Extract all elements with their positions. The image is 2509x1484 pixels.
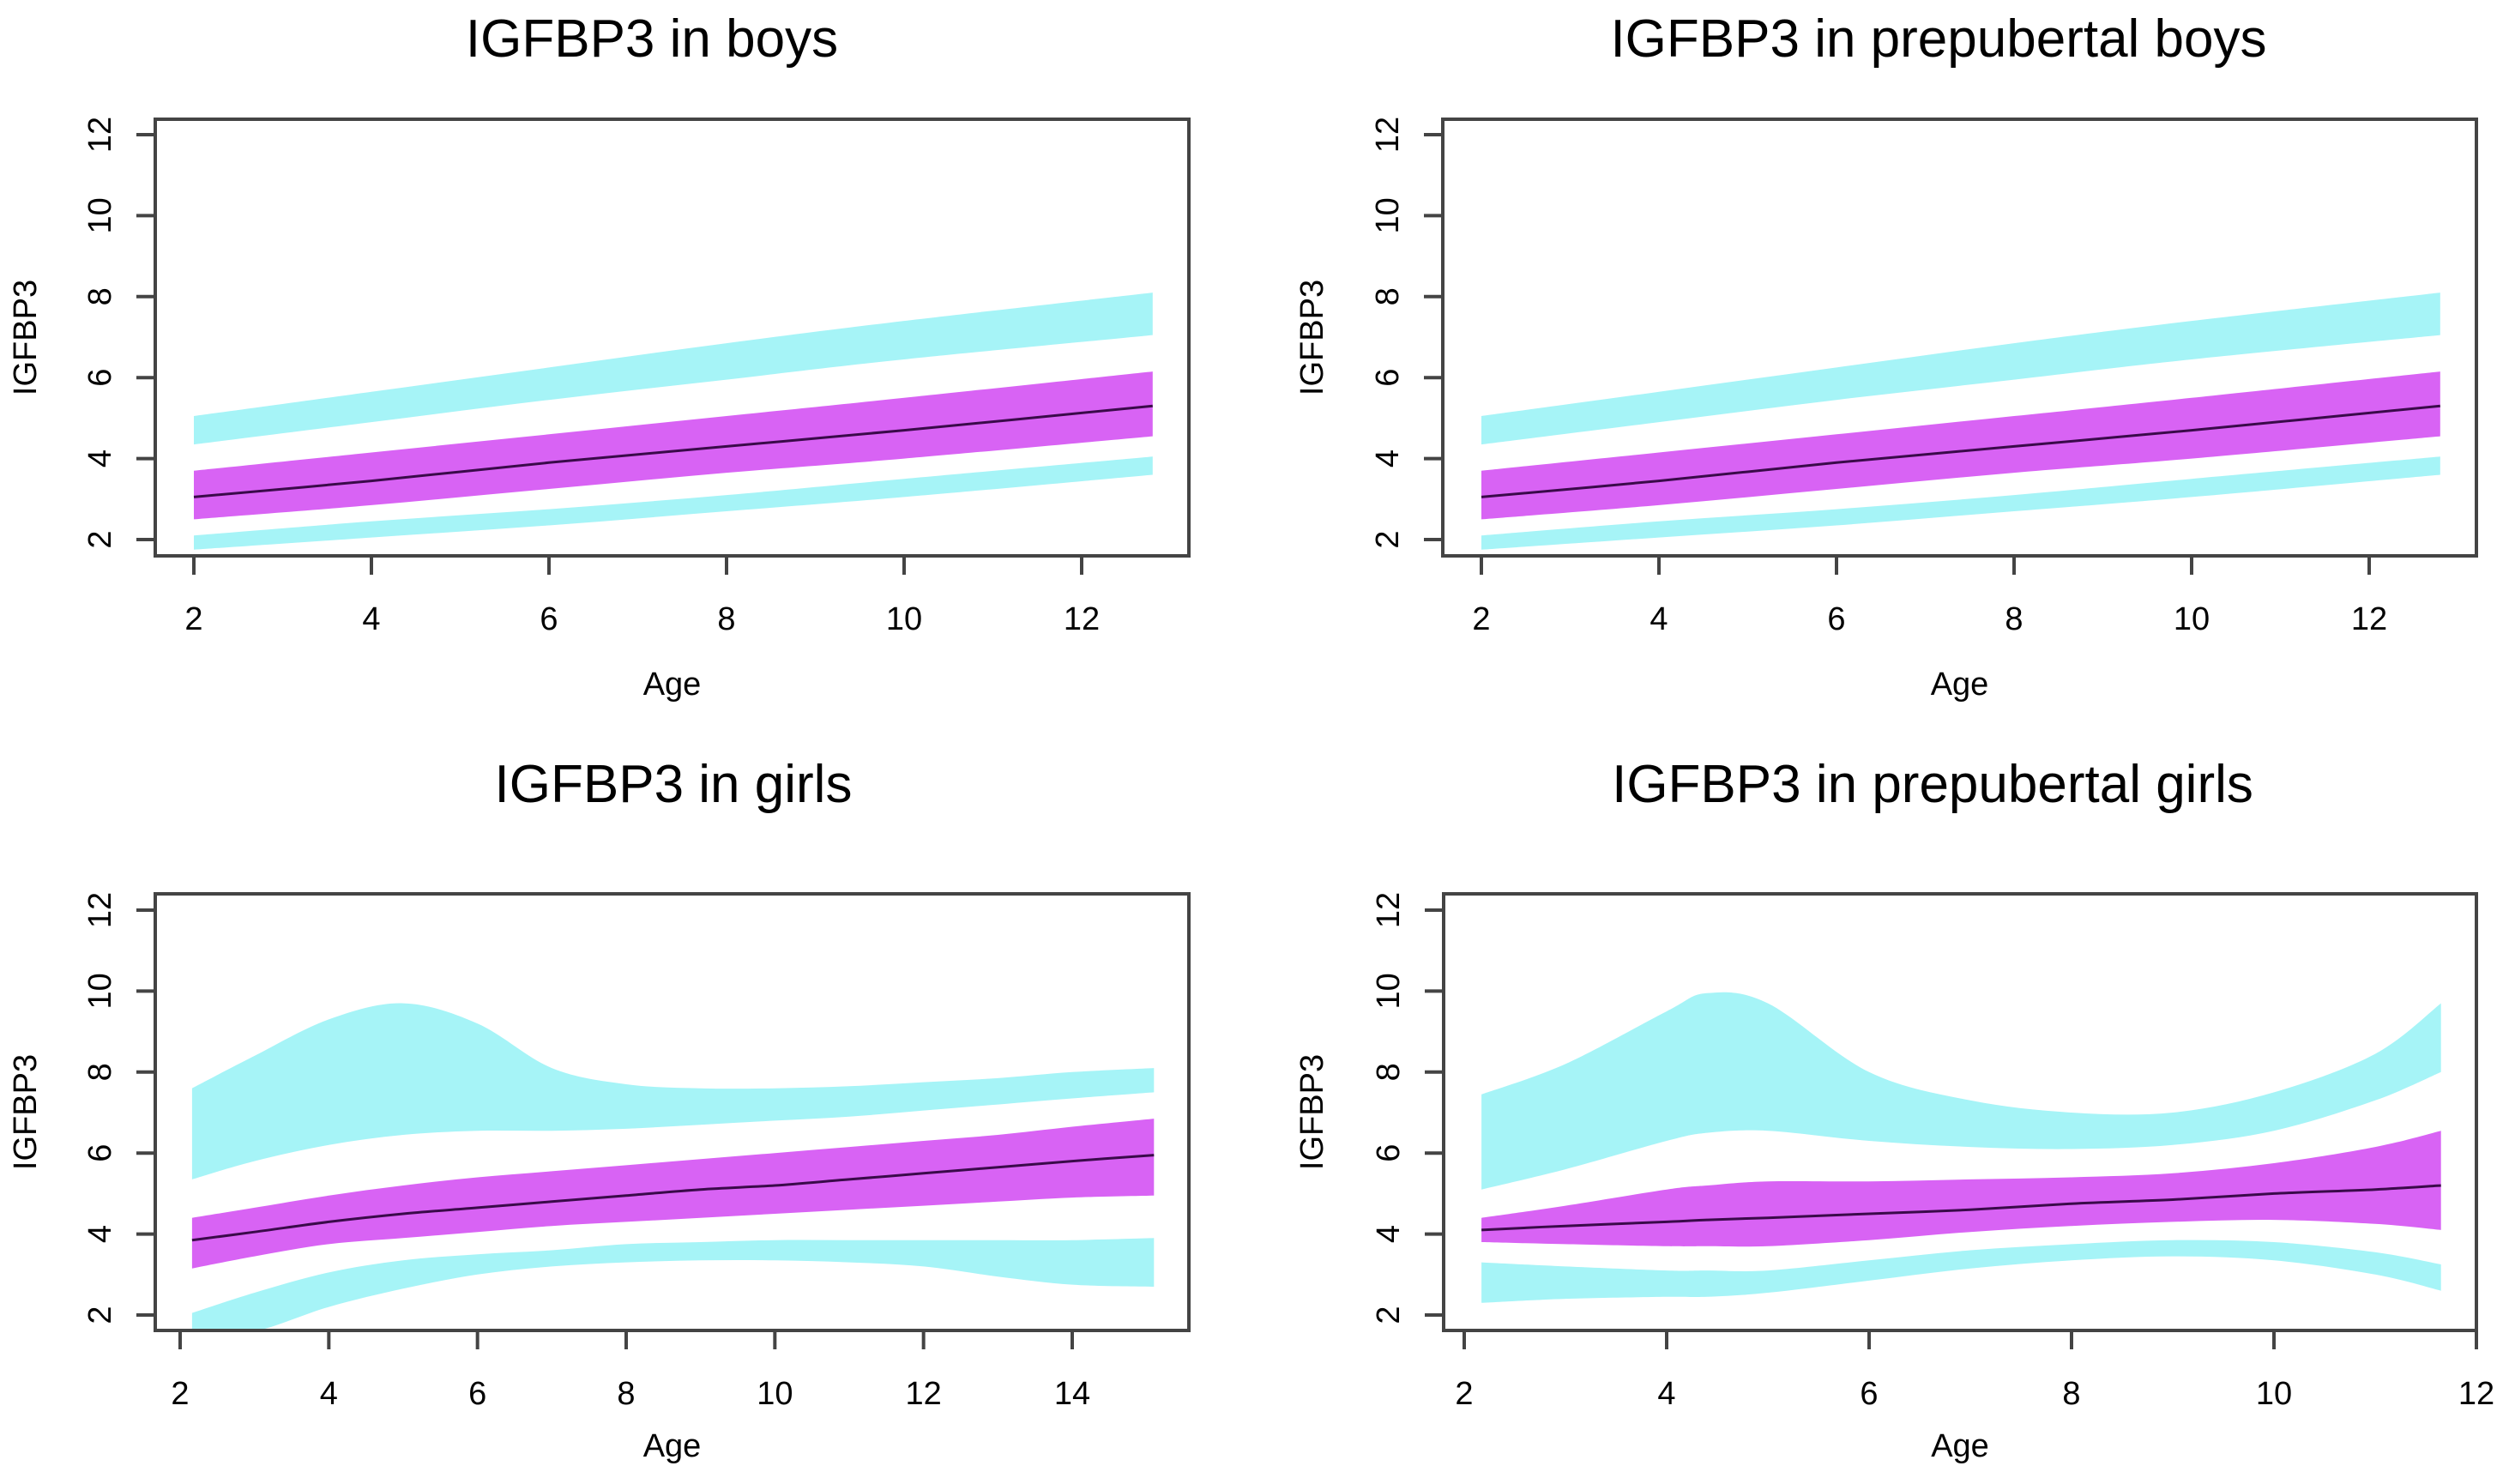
y-tick-label: 12 <box>1371 892 1407 928</box>
x-tick-label: 12 <box>2351 601 2387 637</box>
plot-frame <box>1442 892 2478 1332</box>
y-tick-label: 8 <box>82 287 118 305</box>
chart-title: IGFBP3 in girls <box>495 755 853 814</box>
lower-outer-band <box>1481 1240 2441 1303</box>
chart-panel-2: 2 4 6 8 10 12 2 4 6 8 10 12 IGFBP3 in prepubertal bo… <box>1294 9 2478 703</box>
x-tick-label: 12 <box>906 1376 942 1412</box>
y-tick-label: 10 <box>1370 197 1406 233</box>
x-tick-label: 4 <box>1657 1376 1675 1412</box>
x-tick-label: 8 <box>717 601 735 637</box>
y-tick-label: 10 <box>1371 973 1407 1009</box>
chart-title: IGFBP3 in prepubertal boys <box>1610 9 2266 69</box>
y-tick-label: 4 <box>82 449 118 468</box>
y-tick-label: 6 <box>1370 369 1406 387</box>
x-tick-label: 6 <box>468 1376 486 1412</box>
lower-outer-band <box>191 1238 1155 1330</box>
chart-panel-3: 2 4 6 8 10 12 14 2 4 6 8 10 12 IGFBP3 in girls Age IGFB… <box>8 755 1191 1464</box>
x-tick-label: 2 <box>1455 1376 1473 1412</box>
y-tick-label: 6 <box>82 369 118 387</box>
x-tick-label: 6 <box>1860 1376 1878 1412</box>
x-axis-label: Age <box>1931 667 1989 703</box>
y-tick-label: 12 <box>1370 117 1406 153</box>
plot-area <box>193 293 1153 550</box>
plot-frame <box>1441 118 2478 558</box>
chart-panel-4: 2 4 6 8 10 12 2 4 6 8 10 12 IGFBP3 in prepubertal gi… <box>1294 755 2494 1464</box>
x-tick-label: 6 <box>1827 601 1845 637</box>
y-axis-label: IGFBP3 <box>1294 1054 1330 1170</box>
chart-panel-1: 2 4 6 8 10 12 2 4 6 8 10 12 IGFBP3 in boys Age IGFBP3 <box>8 9 1191 703</box>
y-tick-label: 6 <box>82 1144 118 1162</box>
upper-outer-band <box>194 293 1153 445</box>
y-tick-label: 10 <box>82 197 118 233</box>
inner-band <box>1481 1131 2441 1247</box>
x-tick-label: 2 <box>171 1376 189 1412</box>
plot-frame <box>154 892 1191 1332</box>
chart-title: IGFBP3 in prepubertal girls <box>1612 755 2253 814</box>
x-tick-label: 14 <box>1054 1376 1090 1412</box>
x-tick-label: 4 <box>1650 601 1668 637</box>
upper-outer-band <box>191 1003 1155 1179</box>
upper-outer-band <box>1481 992 2441 1190</box>
x-axis-label: Age <box>643 1428 702 1464</box>
lower-outer-band <box>1481 456 2440 550</box>
mean-line <box>1481 1184 2441 1232</box>
y-axis-label: IGFBP3 <box>8 1054 44 1170</box>
y-axis-label: IGFBP3 <box>8 280 44 395</box>
y-tick-label: 4 <box>1371 1225 1407 1243</box>
upper-outer-band <box>1481 293 2440 445</box>
y-tick-label: 2 <box>82 1306 118 1324</box>
x-tick-label: 8 <box>617 1376 635 1412</box>
x-tick-label: 8 <box>2062 1376 2080 1412</box>
x-tick-label: 2 <box>184 601 202 637</box>
x-tick-label: 6 <box>540 601 558 637</box>
x-axis-label: Age <box>643 667 702 703</box>
plot-frame <box>154 118 1191 558</box>
x-tick-label: 12 <box>1064 601 1100 637</box>
x-tick-label: 10 <box>2174 601 2210 637</box>
plot-area <box>191 1003 1155 1330</box>
inner-band <box>191 1119 1155 1269</box>
mean-line <box>191 1154 1155 1242</box>
y-tick-label: 8 <box>1371 1063 1407 1081</box>
inner-band <box>194 371 1153 520</box>
x-axis-label: Age <box>1931 1428 1989 1464</box>
y-tick-label: 8 <box>82 1063 118 1081</box>
y-tick-label: 6 <box>1371 1144 1407 1162</box>
x-tick-label: 8 <box>2005 601 2023 637</box>
chart-title: IGFBP3 in boys <box>466 9 838 69</box>
plot-area <box>1481 992 2441 1303</box>
mean-line <box>1481 404 2440 498</box>
plot-area <box>1481 293 2440 550</box>
y-tick-label: 12 <box>82 892 118 928</box>
x-tick-label: 12 <box>2458 1376 2494 1412</box>
x-tick-label: 4 <box>362 601 380 637</box>
y-tick-label: 10 <box>82 973 118 1009</box>
y-tick-label: 4 <box>82 1225 118 1243</box>
y-tick-label: 4 <box>1370 449 1406 468</box>
y-axis-label: IGFBP3 <box>1294 280 1330 395</box>
inner-band <box>1481 371 2440 520</box>
x-tick-label: 10 <box>886 601 922 637</box>
y-tick-label: 2 <box>1370 530 1406 548</box>
y-tick-label: 2 <box>1371 1306 1407 1324</box>
y-tick-label: 2 <box>82 530 118 548</box>
x-tick-label: 10 <box>2256 1376 2292 1412</box>
y-tick-label: 12 <box>82 117 118 153</box>
mean-line <box>193 404 1153 498</box>
x-tick-label: 2 <box>1472 601 1490 637</box>
lower-outer-band <box>194 456 1153 550</box>
y-tick-label: 8 <box>1370 287 1406 305</box>
x-tick-label: 10 <box>757 1376 793 1412</box>
x-tick-label: 4 <box>320 1376 338 1412</box>
